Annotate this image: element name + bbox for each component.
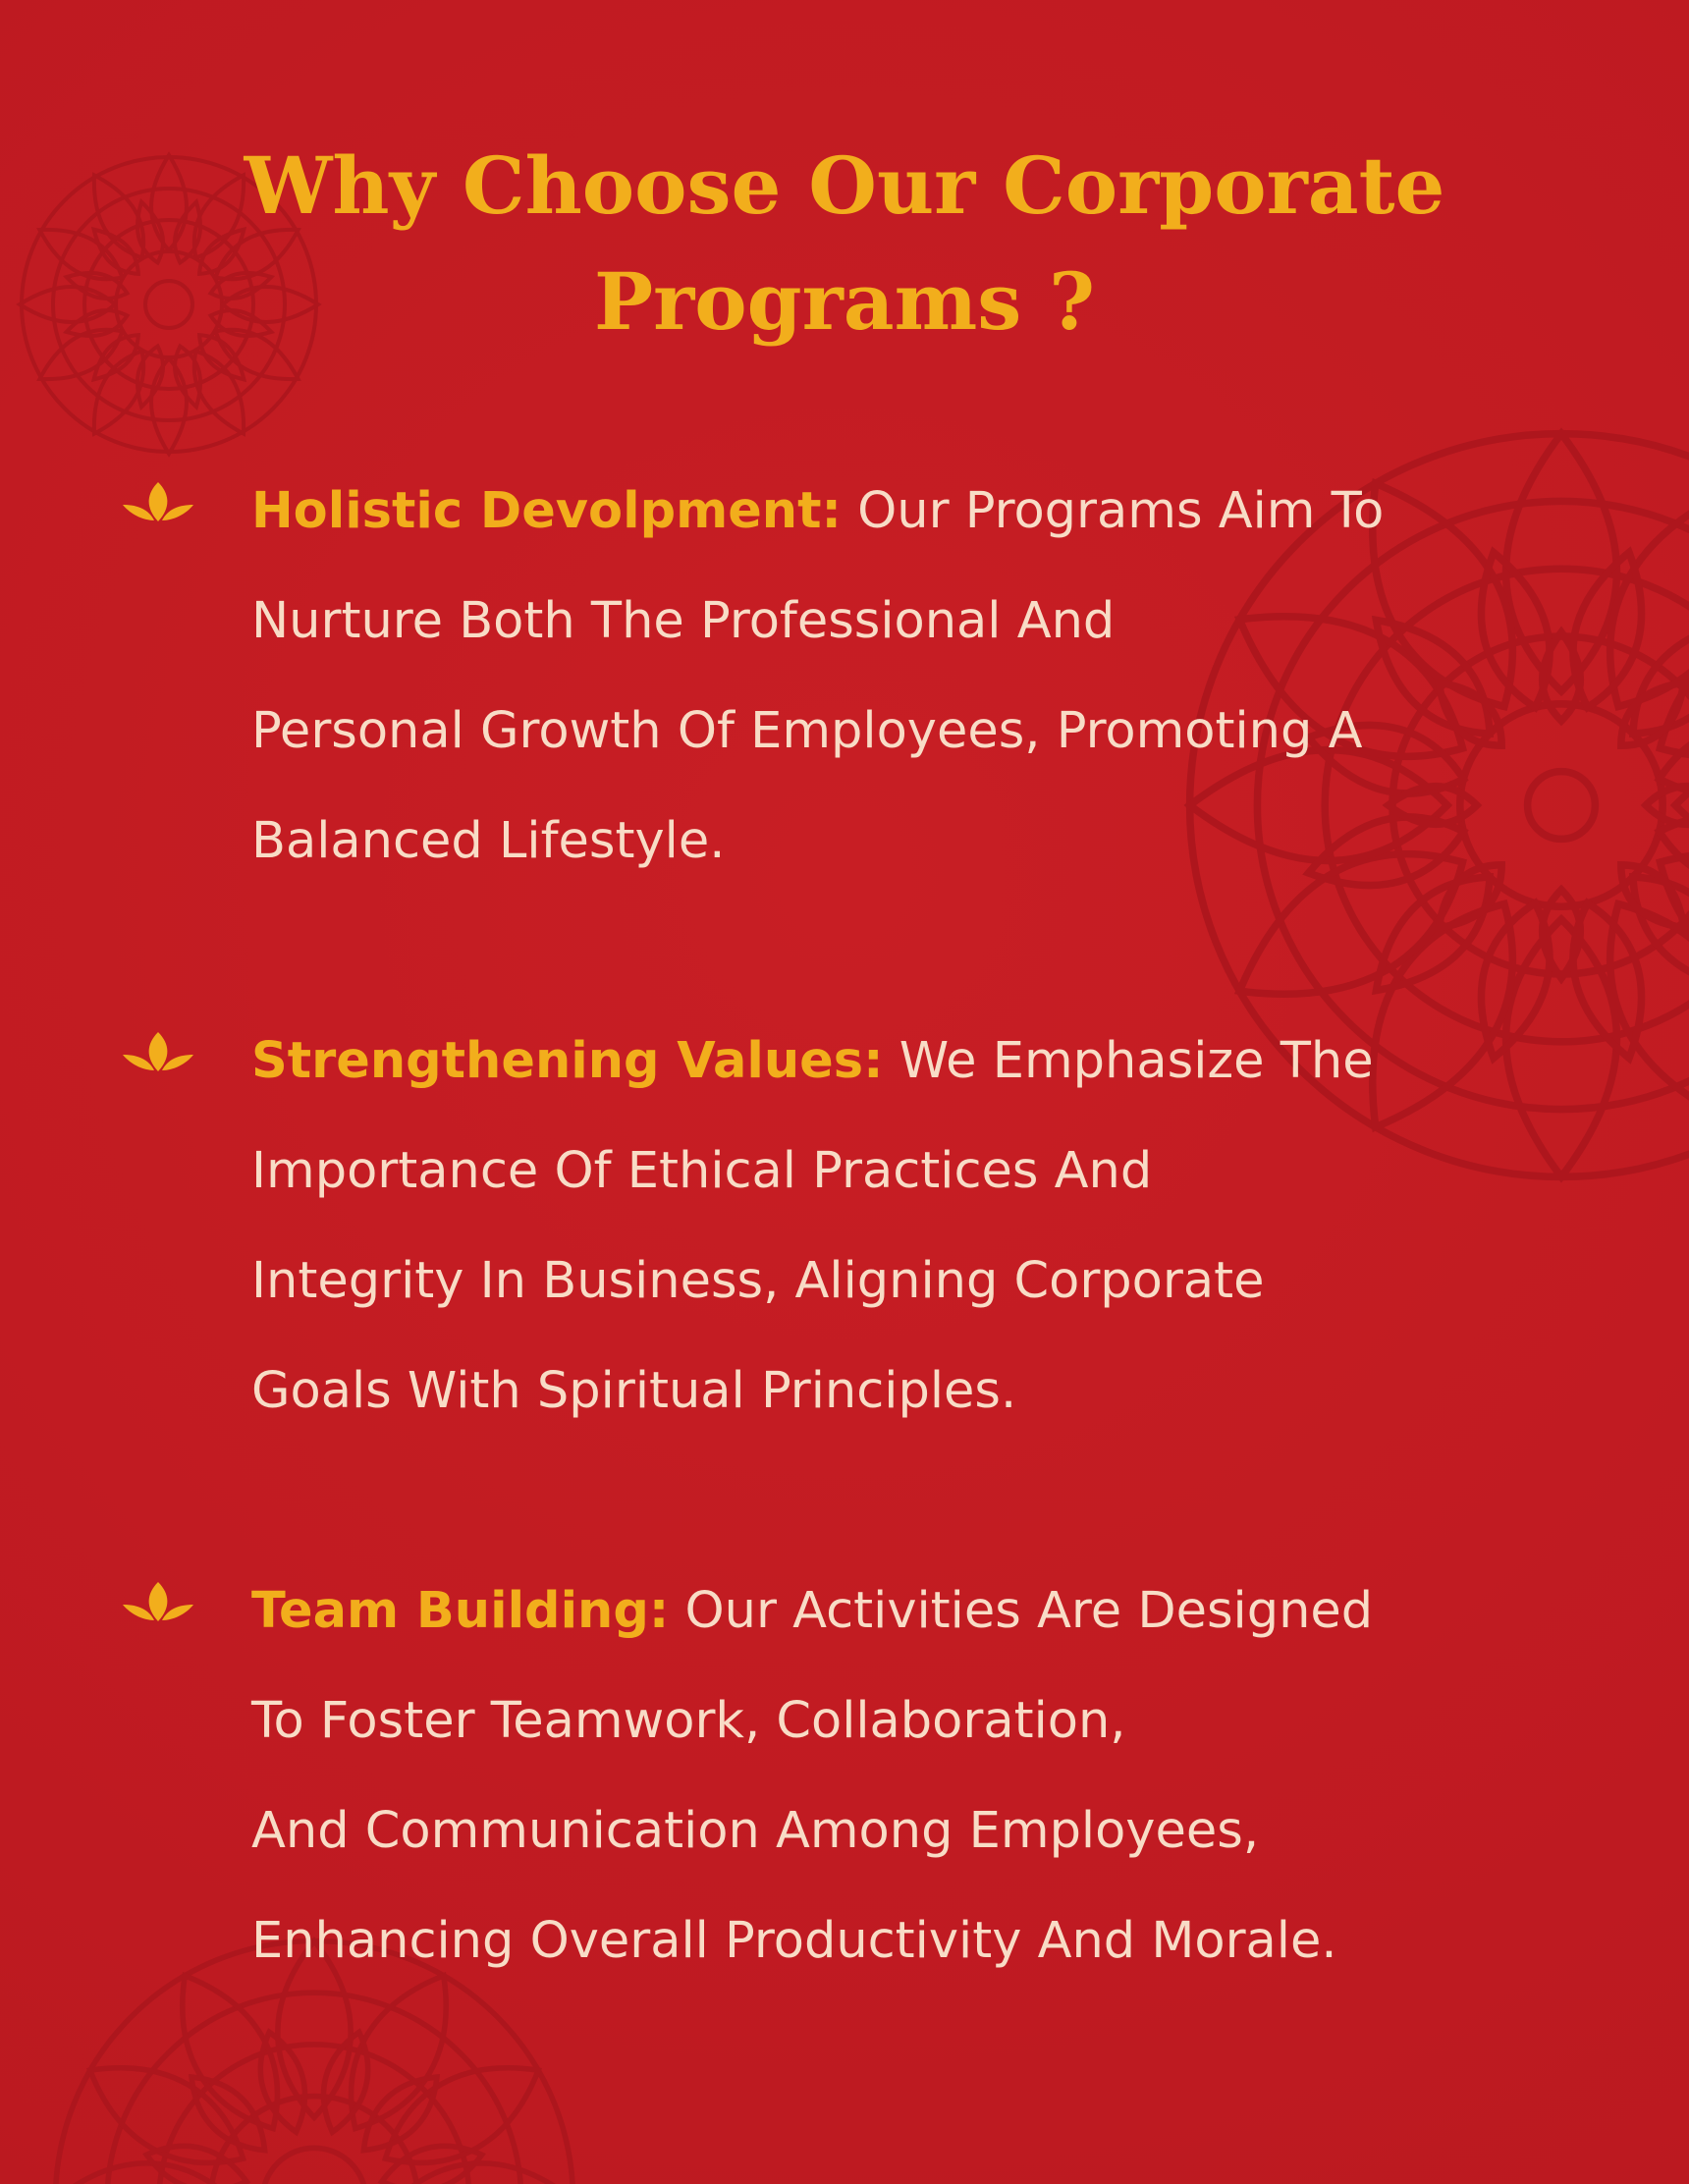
benefit-label: Strengthening Values: — [251, 1032, 884, 1090]
title-line-2: Programs ? — [594, 255, 1095, 348]
benefit-label: Holistic Devolpment: — [251, 482, 842, 540]
benefit-line-3: Personal Growth Of Employees, Promoting … — [251, 702, 1363, 760]
benefit-line-4: Enhancing Overall Productivity And Moral… — [251, 1912, 1337, 1970]
benefit-text: Strengthening Values: We Emphasize The I… — [251, 1007, 1597, 1447]
benefit-label: Team Building: — [251, 1582, 670, 1640]
benefit-line-1: Strengthening Values: We Emphasize The — [251, 1007, 1597, 1117]
benefit-line-1-text: We Emphasize The — [883, 1032, 1374, 1090]
benefit-line-4: Goals With Spiritual Principles. — [251, 1362, 1017, 1420]
benefit-text: Holistic Devolpment: Our Programs Aim To… — [251, 457, 1597, 897]
title-line-1: Why Choose Our Corporate — [244, 139, 1445, 232]
page-title: Why Choose Our Corporate Programs ? — [157, 128, 1532, 359]
mandala-icon — [0, 108, 365, 501]
benefit-line-4: Balanced Lifestyle. — [251, 812, 726, 870]
benefit-line-1-text: Our Activities Are Designed — [669, 1582, 1374, 1640]
benefit-line-2: Importance Of Ethical Practices And — [251, 1142, 1153, 1200]
lotus-icon — [116, 1024, 200, 1085]
benefit-line-3: Integrity In Business, Aligning Corporat… — [251, 1252, 1265, 1310]
mandala-icon — [10, 1895, 619, 2184]
lotus-icon — [116, 474, 200, 535]
benefit-line-2: Nurture Both The Professional And — [251, 592, 1116, 650]
benefit-line-1: Team Building: Our Activities Are Design… — [251, 1556, 1597, 1666]
lotus-icon — [116, 1574, 200, 1635]
benefit-text: Team Building: Our Activities Are Design… — [251, 1556, 1597, 1996]
benefit-line-2: To Foster Teamwork, Collaboration, — [251, 1692, 1126, 1750]
benefit-line-3: And Communication Among Employees, — [251, 1802, 1260, 1860]
mandala-icon — [1139, 383, 1689, 1228]
benefit-line-1-text: Our Programs Aim To — [841, 482, 1385, 540]
benefit-line-1: Holistic Devolpment: Our Programs Aim To — [251, 457, 1597, 567]
